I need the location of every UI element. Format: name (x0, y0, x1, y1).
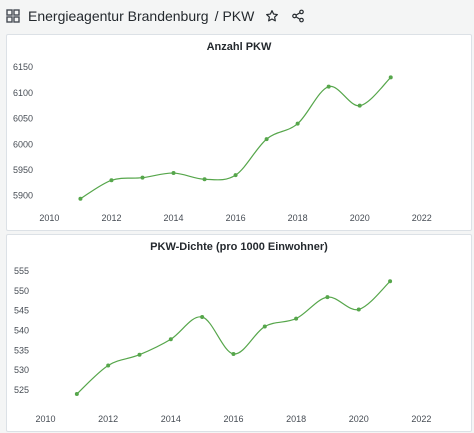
data-point[interactable] (171, 171, 176, 176)
y-tick-label: 545 (14, 306, 29, 316)
data-point[interactable] (295, 121, 300, 126)
data-point[interactable] (106, 363, 111, 368)
y-tick-label: 6100 (13, 88, 33, 98)
x-tick-label: 2012 (101, 213, 121, 223)
x-tick-label: 2010 (39, 213, 59, 223)
chart-panel-anzahl-pkw[interactable]: Anzahl PKW 5900 5950 6000 6050 6100 6150 2010 2… (6, 34, 472, 231)
data-point[interactable] (202, 177, 207, 182)
y-tick-label: 555 (14, 266, 29, 276)
y-tick-label: 6050 (13, 114, 33, 124)
data-point[interactable] (388, 279, 393, 284)
breadcrumb-separator: / (214, 8, 219, 24)
data-point[interactable] (231, 351, 236, 356)
line-chart-anzahl-pkw: 5900 5950 6000 6050 6100 6150 2010 2012 2014 2016… (13, 62, 432, 223)
data-point[interactable] (109, 178, 114, 183)
data-point[interactable] (357, 103, 362, 108)
y-tick-label: 6150 (13, 62, 33, 72)
y-tick-label: 5900 (13, 191, 33, 201)
x-tick-label: 2020 (349, 414, 369, 424)
x-tick-label: 2010 (36, 414, 56, 424)
dashboards-grid-icon[interactable] (6, 9, 20, 23)
x-tick-label: 2016 (223, 414, 243, 424)
x-tick-label: 2014 (164, 213, 184, 223)
dashboard-title[interactable]: PKW (222, 8, 255, 24)
line-chart-pkw-dichte: 525 530 535 540 545 550 555 2010 2012 2014 2016 201… (14, 266, 431, 424)
x-tick-label: 2018 (286, 414, 306, 424)
data-point[interactable] (326, 84, 331, 89)
star-icon[interactable] (264, 8, 280, 24)
panel-title[interactable]: Anzahl PKW (206, 41, 272, 53)
x-tick-label: 2022 (412, 213, 432, 223)
data-point[interactable] (168, 337, 173, 342)
data-point[interactable] (74, 392, 79, 397)
y-tick-label: 5950 (13, 165, 33, 175)
x-tick-label: 2016 (226, 213, 246, 223)
x-tick-label: 2014 (161, 414, 181, 424)
y-tick-label: 530 (14, 365, 29, 375)
data-point[interactable] (140, 175, 145, 180)
data-point[interactable] (294, 316, 299, 321)
series-line[interactable] (76, 280, 391, 395)
x-tick-label: 2020 (350, 213, 370, 223)
y-tick-label: 535 (14, 345, 29, 355)
panel-title[interactable]: PKW-Dichte (pro 1000 Einwohner) (150, 241, 328, 253)
x-tick-label: 2018 (288, 213, 308, 223)
breadcrumb-folder[interactable]: Energieagentur Brandenburg (28, 8, 209, 24)
data-point[interactable] (264, 137, 269, 142)
data-point[interactable] (262, 324, 267, 329)
x-tick-label: 2022 (411, 414, 431, 424)
series-line[interactable] (80, 76, 392, 200)
data-point[interactable] (78, 196, 83, 201)
data-point[interactable] (356, 307, 361, 312)
x-tick-label: 2012 (98, 414, 118, 424)
data-point[interactable] (233, 173, 238, 178)
data-point[interactable] (388, 75, 393, 80)
data-point[interactable] (200, 315, 205, 320)
y-tick-label: 540 (14, 326, 29, 336)
y-tick-label: 550 (14, 286, 29, 296)
share-icon[interactable] (290, 8, 306, 24)
y-tick-label: 525 (14, 385, 29, 395)
data-point[interactable] (137, 352, 142, 357)
y-tick-label: 6000 (13, 139, 33, 149)
data-point[interactable] (325, 295, 330, 300)
chart-panel-pkw-dichte[interactable]: PKW-Dichte (pro 1000 Einwohner) 525 530 53… (6, 234, 472, 432)
dashboard-header: Energieagentur Brandenburg / PKW (0, 0, 474, 32)
